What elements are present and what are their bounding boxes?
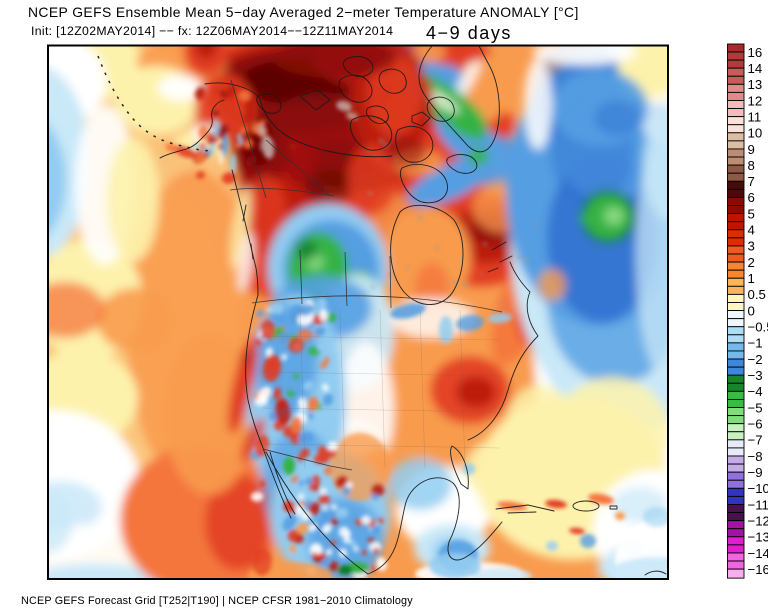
svg-text:9: 9 [748, 142, 755, 157]
svg-text:13: 13 [748, 77, 763, 92]
svg-text:−12: −12 [748, 513, 768, 528]
svg-text:−10: −10 [748, 481, 768, 496]
svg-text:7: 7 [748, 174, 755, 189]
svg-text:−0.5: −0.5 [748, 320, 768, 335]
svg-text:12: 12 [748, 93, 763, 108]
svg-text:−11: −11 [748, 497, 768, 512]
svg-text:0.5: 0.5 [748, 287, 766, 302]
svg-text:−5: −5 [748, 400, 763, 415]
svg-text:4: 4 [748, 223, 755, 238]
svg-text:−4: −4 [748, 384, 763, 399]
svg-text:−6: −6 [748, 416, 763, 431]
svg-text:−1: −1 [748, 336, 763, 351]
svg-text:14: 14 [748, 61, 763, 76]
svg-text:0: 0 [748, 303, 755, 318]
svg-text:−8: −8 [748, 449, 763, 464]
svg-text:6: 6 [748, 190, 755, 205]
svg-text:11: 11 [748, 109, 762, 124]
svg-text:3: 3 [748, 239, 755, 254]
svg-text:−2: −2 [748, 352, 763, 367]
svg-text:10: 10 [748, 126, 763, 141]
svg-text:16: 16 [748, 45, 763, 60]
svg-text:1: 1 [748, 271, 755, 286]
svg-text:5: 5 [748, 206, 755, 221]
svg-text:−9: −9 [748, 465, 763, 480]
svg-text:2: 2 [748, 255, 755, 270]
svg-text:8: 8 [748, 158, 755, 173]
svg-text:−16: −16 [748, 562, 768, 577]
svg-text:−3: −3 [748, 368, 763, 383]
svg-text:−13: −13 [748, 530, 768, 545]
svg-text:−14: −14 [748, 546, 768, 561]
svg-text:−7: −7 [748, 433, 763, 448]
